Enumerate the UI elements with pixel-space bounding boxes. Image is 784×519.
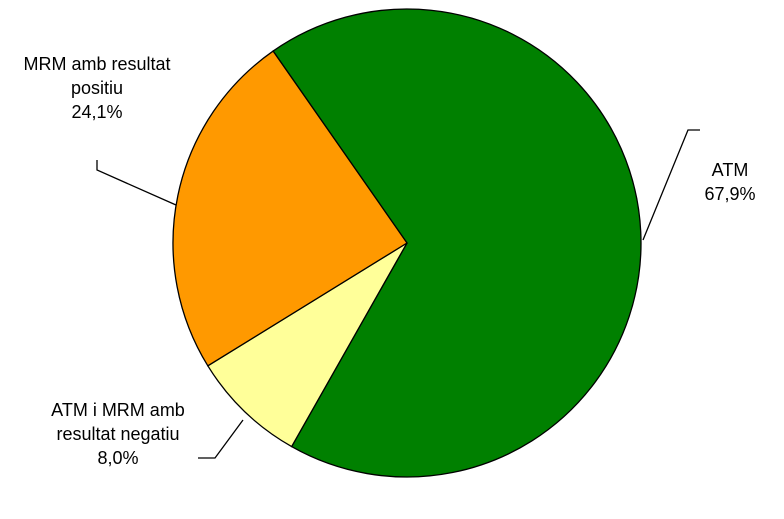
slice-label: ATM 67,9% (685, 158, 775, 206)
pie-slice (272, 8, 642, 478)
slice-name: ATM (711, 160, 749, 180)
leader-line (642, 129, 700, 241)
slice-name: ATM i MRM amb resultat negatiu (51, 400, 185, 444)
slice-value: 67,9% (704, 184, 756, 204)
pie-slice (206, 242, 408, 448)
slice-name: MRM amb resultat positiu (23, 54, 171, 98)
slice-value: 8,0% (97, 448, 139, 468)
slice-label: ATM i MRM amb resultat negatiu 8,0% (28, 398, 208, 470)
leader-line (198, 419, 244, 459)
slice-value: 24,1% (71, 102, 123, 122)
pie-slice (172, 50, 408, 367)
leader-line (96, 160, 177, 206)
slice-label: MRM amb resultat positiu 24,1% (12, 52, 182, 124)
